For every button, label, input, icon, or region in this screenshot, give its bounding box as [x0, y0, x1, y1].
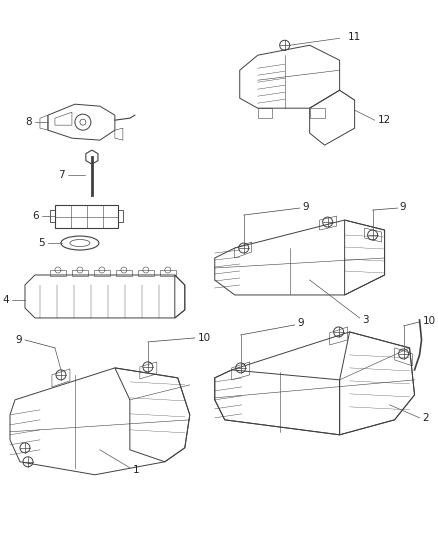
Text: 4: 4 — [2, 295, 9, 305]
Text: 8: 8 — [25, 117, 32, 127]
Text: 1: 1 — [133, 465, 139, 475]
Text: 12: 12 — [378, 115, 391, 125]
Text: 10: 10 — [198, 333, 211, 343]
Text: 2: 2 — [423, 413, 429, 423]
Text: 5: 5 — [39, 238, 45, 248]
Text: 7: 7 — [58, 170, 65, 180]
Text: 6: 6 — [32, 211, 39, 221]
Text: 11: 11 — [348, 33, 361, 42]
Text: 9: 9 — [399, 202, 406, 212]
Text: 9: 9 — [15, 335, 22, 345]
Text: 3: 3 — [363, 315, 369, 325]
Text: 9: 9 — [298, 318, 304, 328]
Text: 9: 9 — [303, 202, 309, 212]
Text: 10: 10 — [423, 316, 436, 326]
